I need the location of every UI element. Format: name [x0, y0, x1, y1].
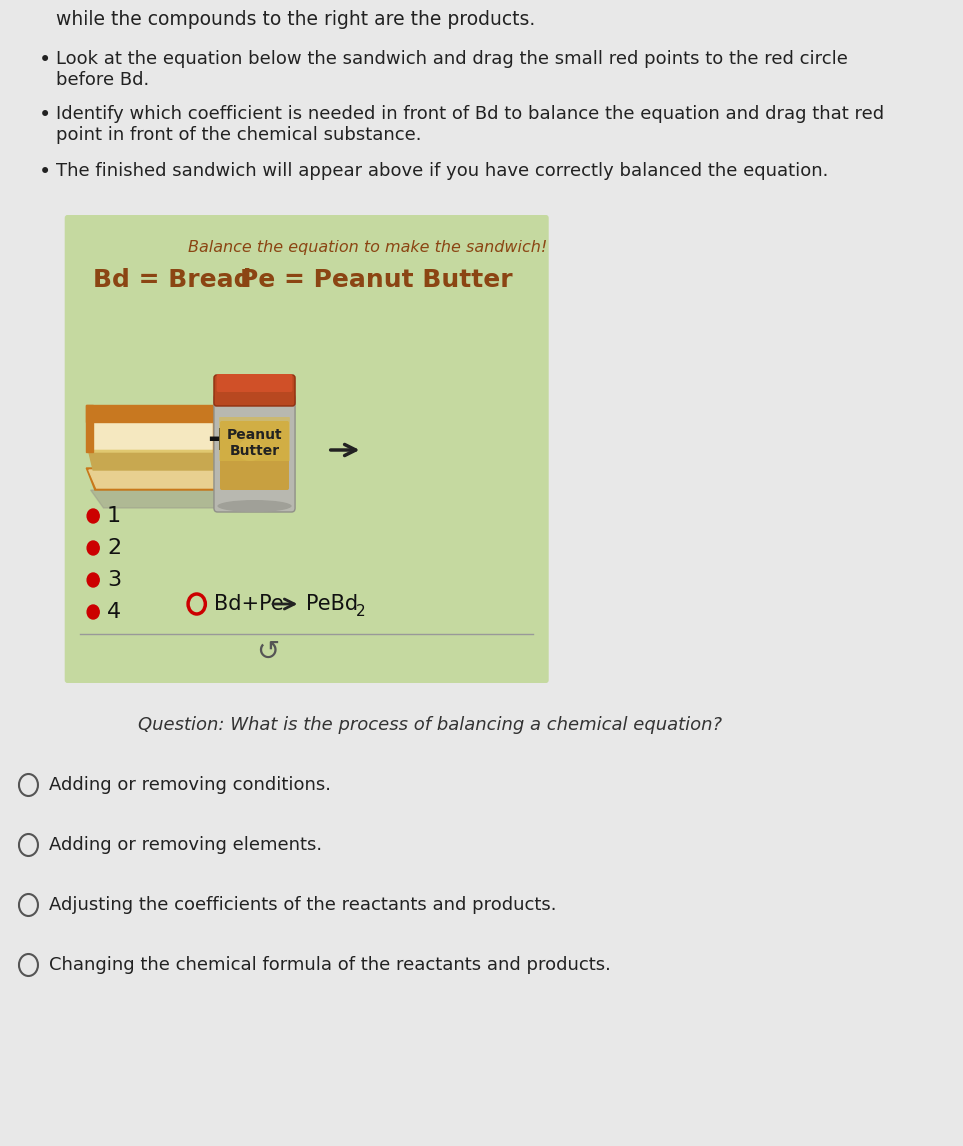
- FancyBboxPatch shape: [65, 215, 549, 683]
- Text: 2: 2: [107, 537, 121, 558]
- Text: Identify which coefficient is needed in front of Bd to balance the equation and : Identify which coefficient is needed in …: [56, 105, 884, 143]
- Circle shape: [87, 509, 99, 523]
- Polygon shape: [93, 423, 218, 449]
- Circle shape: [87, 573, 99, 587]
- Polygon shape: [87, 468, 228, 490]
- Text: Bd = Bread: Bd = Bread: [93, 268, 251, 292]
- Text: Balance the equation to make the sandwich!: Balance the equation to make the sandwic…: [188, 240, 547, 256]
- Text: Adding or removing conditions.: Adding or removing conditions.: [49, 776, 331, 794]
- Text: Look at the equation below the sandwich and drag the small red points to the red: Look at the equation below the sandwich …: [56, 50, 848, 88]
- FancyBboxPatch shape: [214, 375, 295, 406]
- Ellipse shape: [218, 500, 292, 512]
- Text: Peanut: Peanut: [226, 427, 282, 442]
- Text: 4: 4: [107, 602, 121, 622]
- FancyBboxPatch shape: [220, 421, 289, 490]
- Text: +: +: [205, 423, 235, 457]
- Ellipse shape: [237, 439, 263, 461]
- Polygon shape: [91, 419, 220, 452]
- Text: 3: 3: [107, 570, 121, 590]
- Text: The finished sandwich will appear above if you have correctly balanced the equat: The finished sandwich will appear above …: [56, 162, 828, 180]
- Text: •: •: [39, 105, 51, 125]
- FancyBboxPatch shape: [214, 394, 295, 512]
- Text: Butter: Butter: [229, 444, 279, 458]
- Text: Adding or removing elements.: Adding or removing elements.: [49, 835, 323, 854]
- Polygon shape: [213, 419, 222, 452]
- Circle shape: [87, 541, 99, 555]
- Polygon shape: [89, 470, 226, 488]
- FancyBboxPatch shape: [220, 417, 290, 461]
- FancyBboxPatch shape: [217, 374, 293, 392]
- Text: 1: 1: [107, 507, 121, 526]
- Polygon shape: [89, 452, 219, 470]
- Text: Pe = Peanut Butter: Pe = Peanut Butter: [240, 268, 512, 292]
- Text: Bd+Pe: Bd+Pe: [214, 594, 290, 614]
- Text: Question: What is the process of balancing a chemical equation?: Question: What is the process of balanci…: [138, 716, 722, 733]
- Text: while the compounds to the right are the products.: while the compounds to the right are the…: [56, 10, 535, 29]
- Circle shape: [87, 605, 99, 619]
- Text: •: •: [39, 50, 51, 70]
- Polygon shape: [87, 405, 220, 422]
- Polygon shape: [87, 405, 93, 452]
- Text: •: •: [39, 162, 51, 182]
- Text: Adjusting the coefficients of the reactants and products.: Adjusting the coefficients of the reacta…: [49, 896, 557, 915]
- Polygon shape: [91, 490, 237, 508]
- Text: Changing the chemical formula of the reactants and products.: Changing the chemical formula of the rea…: [49, 956, 612, 974]
- Text: ↺: ↺: [256, 638, 279, 666]
- Text: 2: 2: [356, 604, 366, 620]
- Text: PeBd: PeBd: [306, 594, 358, 614]
